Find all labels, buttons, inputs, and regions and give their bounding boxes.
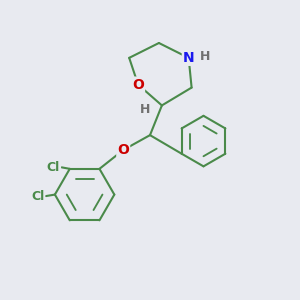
Text: N: N (183, 51, 194, 65)
Text: Cl: Cl (47, 161, 60, 174)
Text: O: O (132, 78, 144, 92)
Text: O: O (117, 143, 129, 157)
Text: H: H (140, 103, 151, 116)
Text: H: H (200, 50, 210, 63)
Text: Cl: Cl (31, 190, 44, 202)
